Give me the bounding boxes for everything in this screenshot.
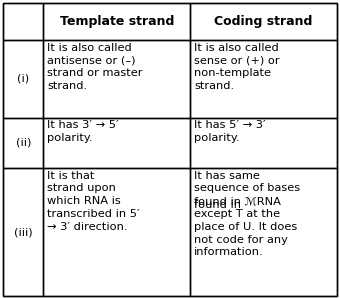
Text: (iii): (iii) xyxy=(14,227,33,237)
Text: It is also called
sense or (+) or
non-template
strand.: It is also called sense or (+) or non-te… xyxy=(194,43,279,91)
Bar xyxy=(190,118,337,168)
Text: It is also called
antisense or (–)
strand or master
strand.: It is also called antisense or (–) stran… xyxy=(47,43,143,91)
Text: Template strand: Template strand xyxy=(59,15,174,28)
Bar xyxy=(190,3,337,40)
Bar xyxy=(44,40,190,118)
Bar xyxy=(3,118,44,168)
Text: (i): (i) xyxy=(17,74,30,84)
Bar xyxy=(190,40,337,118)
Text: (ii): (ii) xyxy=(16,138,31,148)
Bar xyxy=(44,3,190,40)
Text: found in: found in xyxy=(194,200,244,210)
Text: It has 5′ → 3′
polarity.: It has 5′ → 3′ polarity. xyxy=(194,120,266,143)
Bar xyxy=(3,168,44,296)
Bar xyxy=(3,40,44,118)
Text: It has 3′ → 5′
polarity.: It has 3′ → 5′ polarity. xyxy=(47,120,119,143)
Text: Coding strand: Coding strand xyxy=(214,15,312,28)
Text: It is that
strand upon
which RNA is
transcribed in 5′
→ 3′ direction.: It is that strand upon which RNA is tran… xyxy=(47,170,140,232)
Bar xyxy=(3,3,44,40)
Text: It has same
sequence of bases
found in ℳRNA
except T at the
place of U. It does
: It has same sequence of bases found in ℳ… xyxy=(194,170,300,257)
Bar xyxy=(44,168,190,296)
Bar xyxy=(44,118,190,168)
Bar xyxy=(190,168,337,296)
